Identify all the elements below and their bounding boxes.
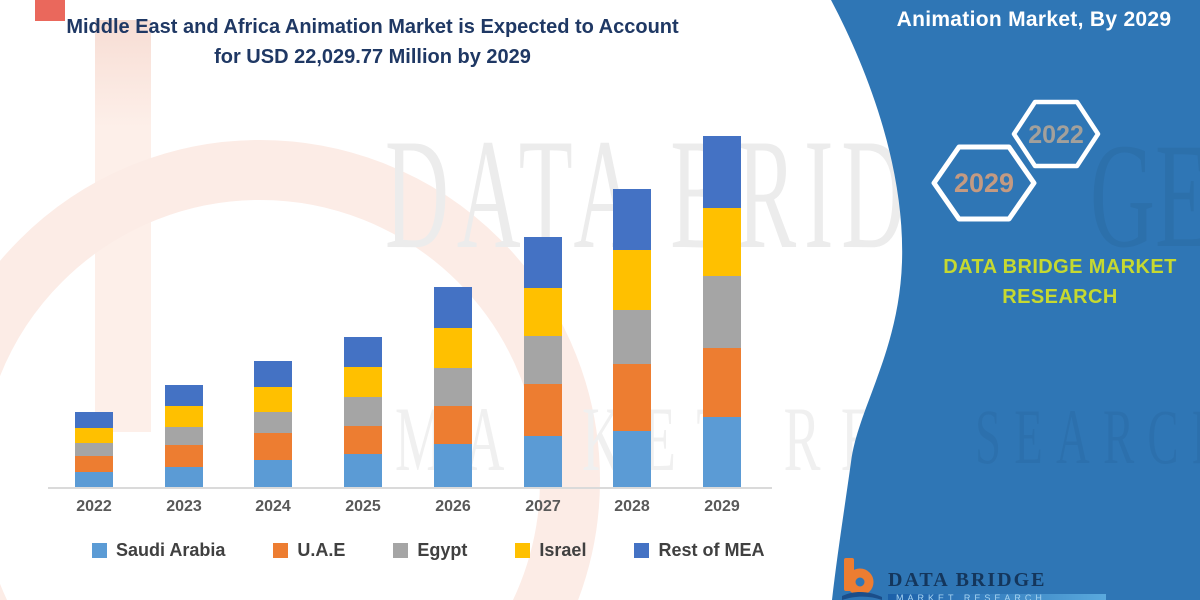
bar-2022 <box>75 412 113 487</box>
x-axis-label-2023: 2023 <box>166 498 202 515</box>
bar-segment-egypt-2025 <box>344 397 382 426</box>
x-axis-label-2028: 2028 <box>614 498 650 515</box>
bar-segment-saudi-arabia-2026 <box>434 444 472 487</box>
bar-2024 <box>254 361 292 487</box>
x-axis-label-2026: 2026 <box>435 498 471 515</box>
bar-segment-israel-2022 <box>75 428 113 443</box>
legend-label-egypt: Egypt <box>417 540 468 560</box>
bar-segment-rest-of-mea-2023 <box>165 385 203 406</box>
bar-segment-saudi-arabia-2028 <box>613 431 651 487</box>
legend-label-rest-of-mea: Rest of MEA <box>658 540 765 560</box>
bar-segment-saudi-arabia-2022 <box>75 472 113 487</box>
bar-2028 <box>613 189 651 487</box>
x-axis-label-2027: 2027 <box>525 498 561 515</box>
bar-segment-u-a-e-2026 <box>434 406 472 444</box>
bar-segment-israel-2027 <box>524 288 562 336</box>
legend-marker-israel <box>515 543 531 558</box>
bar-segment-u-a-e-2027 <box>524 384 562 436</box>
x-axis-label-2022: 2022 <box>76 498 112 515</box>
bar-segment-israel-2023 <box>165 406 203 427</box>
x-axis-label-2024: 2024 <box>255 498 291 515</box>
legend-marker-rest-of-mea <box>634 543 650 558</box>
bar-segment-saudi-arabia-2025 <box>344 454 382 487</box>
legend-marker-u-a-e <box>273 543 289 558</box>
bar-segment-u-a-e-2022 <box>75 456 113 472</box>
chart-legend: Saudi Arabia U.A.E Egypt Israel Rest of MEA <box>92 540 764 561</box>
x-axis-line <box>48 487 772 489</box>
bar-segment-egypt-2029 <box>703 276 741 348</box>
x-axis-label-2029: 2029 <box>704 498 740 515</box>
legend-marker-saudi-arabia <box>92 543 107 558</box>
bar-segment-israel-2024 <box>254 387 292 412</box>
bar-segment-rest-of-mea-2024 <box>254 361 292 387</box>
bar-segment-saudi-arabia-2027 <box>524 436 562 487</box>
bar-2025 <box>344 337 382 487</box>
bar-segment-saudi-arabia-2024 <box>254 460 292 487</box>
legend-item-israel: Israel <box>515 540 586 561</box>
chart-title: Middle East and Africa Animation Market … <box>0 12 745 72</box>
legend-item-egypt: Egypt <box>393 540 467 561</box>
bar-2026 <box>434 287 472 487</box>
bar-segment-u-a-e-2025 <box>344 426 382 454</box>
bar-segment-egypt-2026 <box>434 368 472 406</box>
bar-segment-saudi-arabia-2023 <box>165 467 203 487</box>
chart-title-line2: for USD 22,029.77 Million by 2029 <box>214 46 531 68</box>
bar-2023 <box>165 385 203 487</box>
bar-segment-egypt-2024 <box>254 412 292 433</box>
bar-segment-egypt-2023 <box>165 427 203 445</box>
bar-segment-israel-2029 <box>703 208 741 276</box>
bar-segment-rest-of-mea-2028 <box>613 189 651 250</box>
legend-item-saudi-arabia: Saudi Arabia <box>92 540 225 561</box>
legend-label-israel: Israel <box>539 540 587 560</box>
x-axis-label-2025: 2025 <box>345 498 381 515</box>
bar-segment-rest-of-mea-2027 <box>524 237 562 288</box>
bar-segment-israel-2028 <box>613 250 651 310</box>
bar-2027 <box>524 237 562 487</box>
bar-segment-saudi-arabia-2029 <box>703 417 741 487</box>
bar-segment-egypt-2022 <box>75 443 113 456</box>
bar-segment-u-a-e-2023 <box>165 445 203 467</box>
chart-title-line1: Middle East and Africa Animation Market … <box>66 16 679 38</box>
plot-area <box>75 136 741 487</box>
bar-segment-egypt-2027 <box>524 336 562 384</box>
bar-2029 <box>703 136 741 487</box>
legend-label-saudi-arabia: Saudi Arabia <box>116 540 226 560</box>
bar-segment-israel-2025 <box>344 367 382 397</box>
bar-segment-rest-of-mea-2029 <box>703 136 741 208</box>
bar-segment-rest-of-mea-2022 <box>75 412 113 428</box>
bar-segment-u-a-e-2024 <box>254 433 292 460</box>
bar-segment-egypt-2028 <box>613 310 651 364</box>
bar-segment-rest-of-mea-2026 <box>434 287 472 328</box>
bar-segment-u-a-e-2029 <box>703 348 741 417</box>
bar-segment-israel-2026 <box>434 328 472 368</box>
legend-item-u-a-e: U.A.E <box>273 540 345 561</box>
legend-marker-egypt <box>393 543 409 558</box>
bar-segment-rest-of-mea-2025 <box>344 337 382 367</box>
bar-segment-u-a-e-2028 <box>613 364 651 431</box>
legend-label-u-a-e: U.A.E <box>297 540 346 560</box>
legend-item-rest-of-mea: Rest of MEA <box>634 540 764 561</box>
